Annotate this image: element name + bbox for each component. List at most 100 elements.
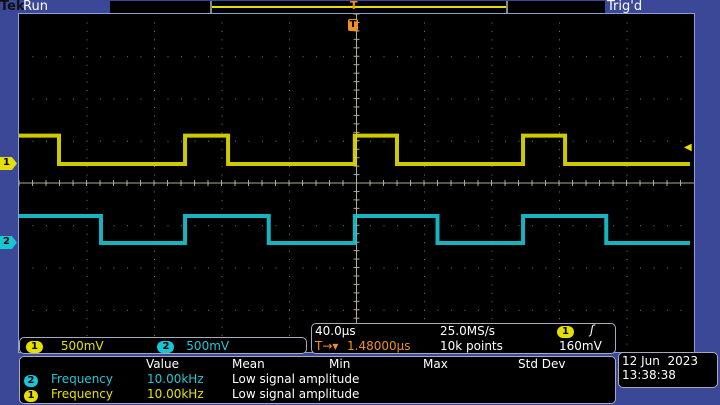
acquisition-state[interactable]: Run [23,0,48,14]
grid-dot [491,233,493,235]
grid-dot [86,56,88,58]
grid-dot [626,225,628,227]
grid-dot [59,309,61,311]
grid-dot [194,56,196,58]
horizontal-scale[interactable]: 40.0µs [315,324,356,338]
grid-dot [599,98,601,100]
grid-dot [86,98,88,100]
grid-dot [100,267,101,269]
grid-dot [275,140,277,142]
grid-dot [559,64,560,66]
ch2-badge: 2 [157,340,175,353]
measurements-panel[interactable]: Value Mean Min Max Std Dev 2 Frequency 1… [19,356,616,404]
grid-dot [397,98,398,100]
grid-dot [181,98,182,100]
trigger-delay[interactable]: 1.48000µs [347,339,411,353]
ch1-scale[interactable]: 500mV [60,339,104,353]
grid-dot [559,140,560,142]
grid-dot [221,81,223,83]
grid-dot [167,98,169,100]
grid-dot [518,267,520,269]
grid-dot [559,225,560,227]
grid-dot [73,267,74,269]
trigger-time-marker-icon[interactable]: T [348,19,358,31]
grid-dot [275,267,277,269]
grid-dot [505,225,506,227]
grid-dot [491,149,493,151]
timebase-panel[interactable]: 40.0µs 25.0MS/s 1 ʃ T→▾ 1.48000µs 10k po… [311,323,616,354]
time: 13:38:38 [622,368,676,382]
channel-scale-panel[interactable]: 1 500mV 2 500mV [19,337,307,354]
grid-dot [383,140,385,142]
grid-dot [424,90,425,92]
grid-dot [505,56,506,58]
grid-dot [316,56,317,58]
grid-dot [181,309,182,311]
grid-dot [626,132,628,134]
trigger-position-icon[interactable]: T [350,0,358,12]
grid-dot [127,140,128,142]
grid-dot [545,225,547,227]
grid-dot [208,225,209,227]
grid-dot [154,123,155,125]
header-std-dev: Std Dev [518,357,566,371]
grid-dot [221,98,223,100]
grid-dot [491,259,493,261]
grid-dot [437,309,439,311]
grid-dot [221,149,223,151]
grid-dot [559,81,560,83]
record-view-bar[interactable]: T [110,0,605,13]
grid-dot [221,73,223,75]
grid-dot [424,47,425,49]
grid-dot [113,140,115,142]
grid-dot [667,140,668,142]
trigger-level[interactable]: 160mV [559,339,602,353]
grid-dot [491,30,493,32]
grid-dot [289,292,290,294]
grid-dot [329,140,331,142]
ch2-ground-marker[interactable]: 2 [0,236,17,249]
grid-dot [32,225,34,227]
grid-dot [154,318,155,320]
grid-dot [464,98,466,100]
grid-dot [626,140,628,142]
grid-dot [640,56,641,58]
grid-dot [626,157,628,159]
grid-dot [32,140,34,142]
grid-dot [289,30,290,32]
grid-dot [289,106,290,108]
grid-dot [154,115,155,117]
grid-dot [383,225,385,227]
grid-dot [154,106,155,108]
grid-dot [221,225,223,227]
grid-dot [289,73,290,75]
grid-dot [424,318,425,320]
grid-dot [424,267,425,269]
trigger-level-marker-icon[interactable]: ◀ [684,142,692,153]
grid-dot [221,39,223,41]
grid-dot [653,140,655,142]
grid-dot [559,98,560,100]
grid-dot [262,225,263,227]
record-length[interactable]: 10k points [440,339,503,353]
grid-dot [140,267,142,269]
grid-dot [545,98,547,100]
ch1-ground-marker[interactable]: 1 [0,157,17,170]
grid-dot [86,106,88,108]
grid-dot [127,267,128,269]
grid-dot [221,292,223,294]
grid-dot [289,301,290,303]
ch2-scale[interactable]: 500mV [186,339,230,353]
grid-dot [221,90,223,92]
grid-dot [586,140,587,142]
grid-dot [518,225,520,227]
grid-dot [626,199,628,201]
grid-dot [653,56,655,58]
grid-dot [221,132,223,134]
grid-dot [275,56,277,58]
grid-dot [86,225,88,227]
grid-dot [424,309,425,311]
grid-dot [626,166,628,168]
grid-dot [599,225,601,227]
grid-dot [559,149,560,151]
